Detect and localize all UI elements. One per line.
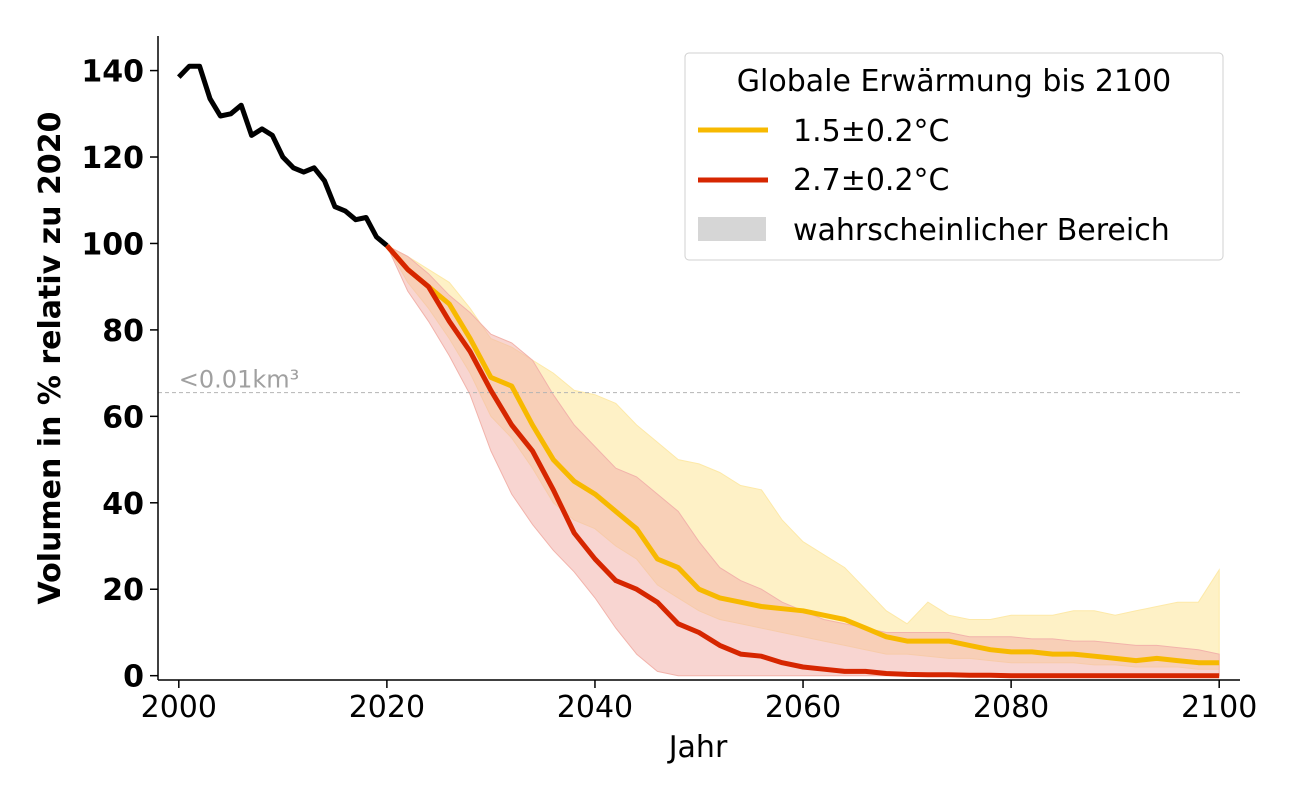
legend-swatch-range — [698, 217, 766, 241]
y-tick-label: 60 — [102, 400, 144, 435]
x-tick-label: 2100 — [1181, 690, 1257, 725]
threshold-group: <0.01km³ — [158, 366, 1240, 394]
legend: Globale Erwärmung bis 2100 1.5±0.2°C 2.7… — [684, 52, 1224, 261]
y-tick-label: 0 — [123, 660, 144, 695]
y-tick-label: 140 — [81, 55, 144, 90]
x-tick-label: 2040 — [557, 690, 633, 725]
y-tick-label: 40 — [102, 487, 144, 522]
line-2-7c — [385, 243, 1220, 679]
series-lines — [176, 63, 1220, 679]
legend-title: Globale Erwärmung bis 2100 — [737, 64, 1171, 99]
legend-label-1-5c: 1.5±0.2°C — [793, 114, 950, 149]
x-tick-label: 2060 — [765, 690, 841, 725]
y-tick-label: 100 — [81, 227, 144, 262]
legend-label-range: wahrscheinlicher Bereich — [793, 213, 1170, 248]
legend-box — [684, 52, 1224, 261]
y-tick-label: 80 — [102, 314, 144, 349]
y-ticks: 0 20 40 60 80 100 120 140 — [81, 55, 158, 695]
x-tick-label: 2080 — [973, 690, 1049, 725]
line-1-5c — [385, 243, 1220, 666]
y-tick-label: 120 — [81, 141, 144, 176]
y-axis-title: Volumen in % relativ zu 2020 — [33, 112, 68, 605]
x-tick-label: 2000 — [141, 690, 217, 725]
line-historical — [176, 63, 389, 248]
legend-label-2-7c: 2.7±0.2°C — [793, 163, 950, 198]
x-ticks: 2000 2020 2040 2060 2080 2100 — [141, 680, 1257, 725]
x-axis-title: Jahr — [667, 730, 728, 765]
y-tick-label: 20 — [102, 573, 144, 608]
x-tick-label: 2020 — [349, 690, 425, 725]
threshold-label: <0.01km³ — [179, 366, 299, 394]
